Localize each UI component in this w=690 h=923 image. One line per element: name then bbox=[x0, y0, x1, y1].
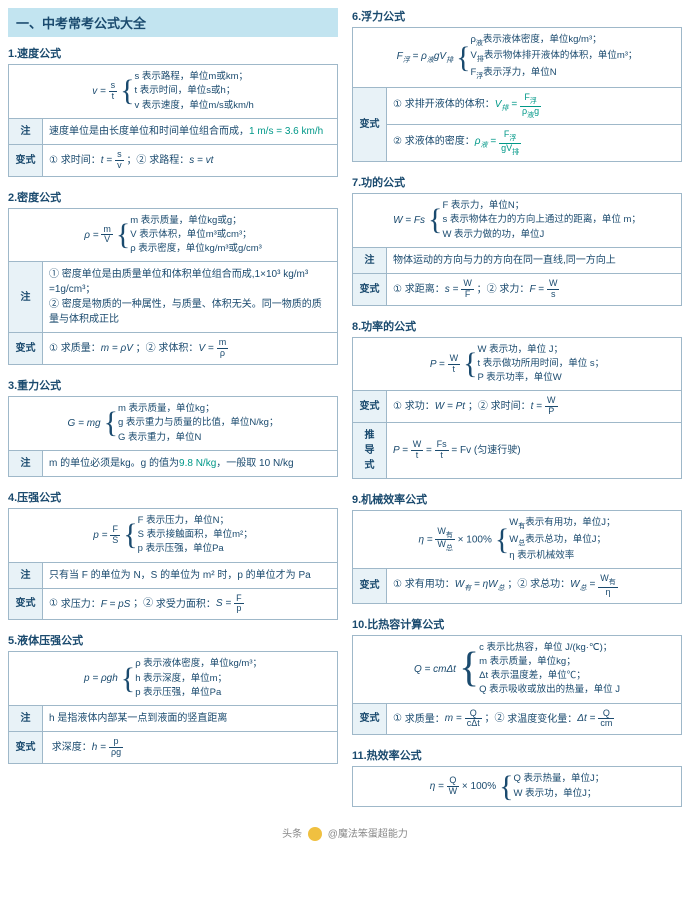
section-title: 4.压强公式 bbox=[8, 489, 338, 505]
section-title: 7.功的公式 bbox=[352, 174, 682, 190]
variant-header: 变式 bbox=[9, 588, 43, 620]
formula-cell: v = st {s 表示路程，单位m或km；t 表示时间，单位s或h；v 表示速… bbox=[9, 65, 338, 119]
formula-table: G = mg {m 表示质量，单位kg；g 表示重力与质量的比值，单位N/kg；… bbox=[8, 396, 338, 477]
variant-header: 变式 bbox=[353, 703, 387, 735]
formula-table: F浮 = ρ液gV排 {ρ液表示液体密度，单位kg/m³；V排表示物体排开液体的… bbox=[352, 27, 682, 162]
formula-cell: G = mg {m 表示质量，单位kg；g 表示重力与质量的比值，单位N/kg；… bbox=[9, 397, 338, 451]
note-header: 注 bbox=[9, 562, 43, 588]
formula-cell: F浮 = ρ液gV排 {ρ液表示液体密度，单位kg/m³；V排表示物体排开液体的… bbox=[353, 28, 682, 88]
formula-cell: P = Wt {W 表示功，单位 J；t 表示做功所用时间，单位 s；P 表示功… bbox=[353, 337, 682, 391]
formula-cell: η = W有W总 × 100% {W有表示有用功，单位J；W总表示总功，单位J；… bbox=[353, 511, 682, 569]
variant-content: ① 求质量：m = QcΔt ；② 求温度变化量：Δt = Qcm bbox=[387, 703, 682, 735]
variant-header: 变式 bbox=[353, 88, 387, 162]
variant-header: 变式 bbox=[9, 333, 43, 365]
section-title: 3.重力公式 bbox=[8, 377, 338, 393]
formula-section: 10.比热容计算公式 Q = cmΔt {c 表示比热容，单位 J/(kg·℃)… bbox=[352, 616, 682, 736]
note-header: 注 bbox=[9, 262, 43, 333]
page-columns: 一、中考常考公式大全 1.速度公式 v = st {s 表示路程，单位m或km；… bbox=[8, 8, 682, 819]
footer-author: @魔法笨蛋超能力 bbox=[328, 829, 408, 840]
section-title: 8.功率的公式 bbox=[352, 318, 682, 334]
section-title: 6.浮力公式 bbox=[352, 8, 682, 24]
variant-header: 变式 bbox=[9, 732, 43, 764]
formula-section: 1.速度公式 v = st {s 表示路程，单位m或km；t 表示时间，单位s或… bbox=[8, 45, 338, 177]
formula-cell: η = QW × 100% {Q 表示热量，单位J；W 表示功，单位J； bbox=[353, 767, 682, 807]
formula-section: 4.压强公式 p = FS {F 表示压力，单位N；S 表示接触面积，单位m²；… bbox=[8, 489, 338, 621]
formula-section: 3.重力公式 G = mg {m 表示质量，单位kg；g 表示重力与质量的比值，… bbox=[8, 377, 338, 477]
note-content: m 的单位必须是kg。g 的值为9.8 N/kg，一般取 10 N/kg bbox=[43, 450, 338, 476]
avatar-icon bbox=[308, 827, 322, 841]
formula-table: P = Wt {W 表示功，单位 J；t 表示做功所用时间，单位 s；P 表示功… bbox=[352, 337, 682, 480]
note-header: 注 bbox=[9, 706, 43, 732]
section-title: 11.热效率公式 bbox=[352, 747, 682, 763]
variant-content: ① 求时间：t = sv ；② 求路程：s = vt bbox=[43, 144, 338, 176]
formula-table: p = FS {F 表示压力，单位N；S 表示接触面积，单位m²；p 表示压强，… bbox=[8, 508, 338, 621]
section-title: 1.速度公式 bbox=[8, 45, 338, 61]
variant-header: 变式 bbox=[353, 569, 387, 603]
section-title: 2.密度公式 bbox=[8, 189, 338, 205]
formula-table: v = st {s 表示路程，单位m或km；t 表示时间，单位s或h；v 表示速… bbox=[8, 64, 338, 177]
formula-section: 2.密度公式 ρ = mV {m 表示质量，单位kg或g；V 表示体积，单位m³… bbox=[8, 189, 338, 366]
section-title: 5.液体压强公式 bbox=[8, 632, 338, 648]
variant-content: 求深度：h = pρg bbox=[43, 732, 338, 764]
main-title: 一、中考常考公式大全 bbox=[8, 8, 338, 37]
formula-section: 7.功的公式 W = Fs {F 表示力，单位N；s 表示物体在力的方向上通过的… bbox=[352, 174, 682, 306]
variant-content: ① 求距离：s = WF ；② 求力：F = Ws bbox=[387, 273, 682, 305]
note-header: 注 bbox=[353, 247, 387, 273]
note-content: 只有当 F 的单位为 N，S 的单位为 m² 时，p 的单位才为 Pa bbox=[43, 562, 338, 588]
note-header: 注 bbox=[9, 118, 43, 144]
formula-cell: Q = cmΔt {c 表示比热容，单位 J/(kg·℃)；m 表示质量，单位k… bbox=[353, 635, 682, 703]
formula-table: Q = cmΔt {c 表示比热容，单位 J/(kg·℃)；m 表示质量，单位k… bbox=[352, 635, 682, 736]
formula-table: η = W有W总 × 100% {W有表示有用功，单位J；W总表示总功，单位J；… bbox=[352, 510, 682, 603]
note-content: ① 密度单位是由质量单位和体积单位组合而成,1×10³ kg/m³ =1g/cm… bbox=[43, 262, 338, 333]
formula-section: 9.机械效率公式 η = W有W总 × 100% {W有表示有用功，单位J；W总… bbox=[352, 491, 682, 603]
formula-cell: W = Fs {F 表示力，单位N；s 表示物体在力的方向上通过的距离，单位 m… bbox=[353, 194, 682, 248]
variant-content: ① 求有用功：W有 = ηW总 ；② 求总功：W总 = W有η bbox=[387, 569, 682, 603]
formula-table: ρ = mV {m 表示质量，单位kg或g；V 表示体积，单位m³或cm³；ρ … bbox=[8, 208, 338, 366]
formula-table: η = QW × 100% {Q 表示热量，单位J；W 表示功，单位J； bbox=[352, 766, 682, 807]
formula-cell: p = FS {F 表示压力，单位N；S 表示接触面积，单位m²；p 表示压强，… bbox=[9, 508, 338, 562]
right-column: 6.浮力公式 F浮 = ρ液gV排 {ρ液表示液体密度，单位kg/m³；V排表示… bbox=[352, 8, 682, 819]
note-content: h 是指液体内部某一点到液面的竖直距离 bbox=[43, 706, 338, 732]
section-title: 9.机械效率公式 bbox=[352, 491, 682, 507]
variant-content: ① 求质量：m = ρV ；② 求体积：V = mρ bbox=[43, 333, 338, 365]
formula-cell: ρ = mV {m 表示质量，单位kg或g；V 表示体积，单位m³或cm³；ρ … bbox=[9, 208, 338, 262]
variant-header: 变式 bbox=[353, 391, 387, 423]
formula-section: 6.浮力公式 F浮 = ρ液gV排 {ρ液表示液体密度，单位kg/m³；V排表示… bbox=[352, 8, 682, 162]
note-header: 注 bbox=[9, 450, 43, 476]
formula-section: 8.功率的公式 P = Wt {W 表示功，单位 J；t 表示做功所用时间，单位… bbox=[352, 318, 682, 480]
footer-prefix: 头条 bbox=[282, 829, 302, 840]
variant-content: ② 求液体的密度：ρ液 = F浮gV排 bbox=[387, 125, 682, 162]
variant-content: ① 求功：W = Pt ；② 求时间：t = WP bbox=[387, 391, 682, 423]
formula-table: W = Fs {F 表示力，单位N；s 表示物体在力的方向上通过的距离，单位 m… bbox=[352, 193, 682, 306]
derive-header: 推导式 bbox=[353, 423, 387, 479]
note-content: 物体运动的方向与力的方向在同一直线,同一方向上 bbox=[387, 247, 682, 273]
variant-header: 变式 bbox=[353, 273, 387, 305]
variant-content: ① 求压力：F = pS ；② 求受力面积：S = Fp bbox=[43, 588, 338, 620]
section-title: 10.比热容计算公式 bbox=[352, 616, 682, 632]
left-column: 一、中考常考公式大全 1.速度公式 v = st {s 表示路程，单位m或km；… bbox=[8, 8, 338, 819]
derive-content: P = Wt = Fst = Fv (匀速行驶) bbox=[387, 423, 682, 479]
footer-attribution: 头条 @魔法笨蛋超能力 bbox=[8, 825, 682, 841]
formula-table: p = ρgh {ρ 表示液体密度，单位kg/m³；h 表示深度，单位m；p 表… bbox=[8, 651, 338, 764]
formula-section: 5.液体压强公式 p = ρgh {ρ 表示液体密度，单位kg/m³；h 表示深… bbox=[8, 632, 338, 764]
formula-cell: p = ρgh {ρ 表示液体密度，单位kg/m³；h 表示深度，单位m；p 表… bbox=[9, 652, 338, 706]
variant-content: ① 求排开液体的体积：V排 = F浮ρ液g bbox=[387, 88, 682, 125]
note-content: 速度单位是由长度单位和时间单位组合而成，1 m/s = 3.6 km/h bbox=[43, 118, 338, 144]
variant-header: 变式 bbox=[9, 144, 43, 176]
formula-section: 11.热效率公式 η = QW × 100% {Q 表示热量，单位J；W 表示功… bbox=[352, 747, 682, 807]
